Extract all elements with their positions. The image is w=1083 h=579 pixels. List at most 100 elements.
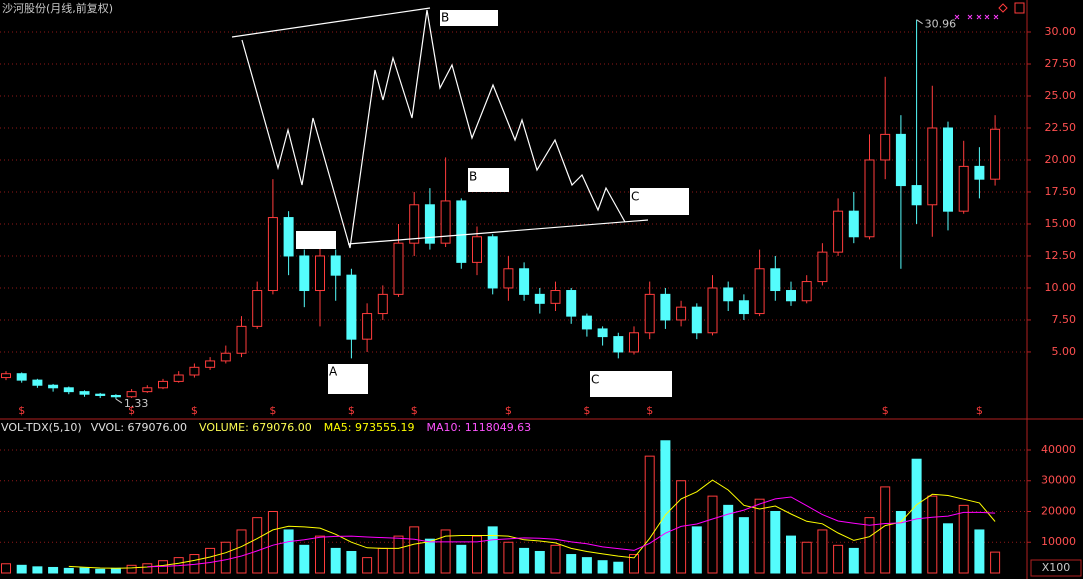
y-tick-label: 7.50 [1052,313,1077,326]
event-mark: $ [269,404,276,417]
candle-body [142,387,153,393]
candle-body [205,360,216,368]
wave-drawing [231,7,649,249]
candle-body [597,328,608,338]
annotation-line [115,398,123,404]
y-tick-label: 27.50 [1045,57,1077,70]
candle-body [315,255,325,292]
volume-bar [958,504,969,574]
volume-bar [503,541,514,574]
volume-bar [817,529,828,574]
annotation: 1.33 [124,397,148,410]
candle-body [1,373,11,379]
trend-line [231,7,431,38]
y-tick-label: 20.00 [1045,153,1077,166]
annotation: 30.96 [925,18,957,31]
candle-body [770,268,781,292]
volume-bar [142,563,153,574]
y-tick-label: 12.50 [1045,249,1077,262]
volume-bar [315,535,325,574]
volume-bar [362,557,373,574]
candle-body [817,251,828,283]
volume-bar [801,541,812,574]
label-box [590,371,672,397]
volume-bar [110,567,121,574]
candle-body [927,127,938,206]
wave-label: C [631,190,639,204]
volume-bar [597,560,608,574]
volume-bar [519,547,530,574]
candle-body [299,255,310,292]
icon [998,3,1008,13]
candle-body [48,384,59,389]
candle-body [16,373,27,381]
y-tick-label: 15.00 [1045,217,1077,230]
event-mark: $ [128,404,135,417]
volume-bar [644,455,655,574]
marker-crosses [954,14,999,20]
candle-body [424,204,435,244]
event-mark: $ [583,404,590,417]
candle-body [267,217,278,292]
volume-bar [833,544,844,574]
candle-body [362,313,373,340]
candle-body [519,268,530,295]
volume-bar [550,544,561,574]
icon [1014,2,1025,14]
volume-bar [487,526,498,574]
volume-bar [236,529,247,574]
candle-body [676,306,687,321]
volume-bar [95,568,106,574]
candle-body [707,287,718,334]
annotation-line [916,19,923,25]
volume-bar [723,504,734,574]
y-tick-label: 10.00 [1045,281,1077,294]
candle-body [738,300,749,315]
volume-bar [786,535,796,574]
volume-bar [864,517,875,574]
event-mark: $ [411,404,418,417]
window-icons [998,2,1025,14]
candle-body [487,236,498,289]
candle-body [79,391,90,395]
event-mark: $ [348,404,355,417]
volume-bar [770,510,781,574]
volume-bar [393,535,404,574]
label-box [328,364,368,394]
y-tick-label: 17.50 [1045,185,1077,198]
event-mark: $ [505,404,512,417]
y-tick-label: 30.00 [1045,25,1077,38]
candle-body [346,274,357,340]
readout: MA10: 1118049.63 [426,421,531,434]
volume-bar [32,566,43,574]
volume-bar [126,564,137,574]
candle-body [173,374,184,382]
volume-bar [895,510,906,574]
volume-bar [707,495,718,574]
candle-body [990,128,1001,180]
candle-body [581,315,592,330]
volume-bar [660,440,671,574]
wave-label: C [591,373,599,387]
y-tick-label: 5.00 [1052,345,1077,358]
volume-bar [409,526,420,574]
candle-body [220,352,231,362]
candle-body [801,281,812,302]
volume-bar [691,526,702,574]
candle-body [236,325,247,354]
volume-bar [456,544,467,574]
candle-body [189,366,200,376]
chart-title: 沙河股份(月线,前复权) [2,1,113,15]
candle-body [880,133,891,161]
label-box [296,231,336,249]
candle-body [895,133,906,187]
candle-body [409,204,420,244]
volume-bar [299,544,310,574]
unit-box [1030,559,1082,577]
y-tick-label: 25.00 [1045,89,1077,102]
candle-body [958,165,969,212]
label-box [630,188,689,215]
y-tick-label: 10000 [1041,535,1076,548]
